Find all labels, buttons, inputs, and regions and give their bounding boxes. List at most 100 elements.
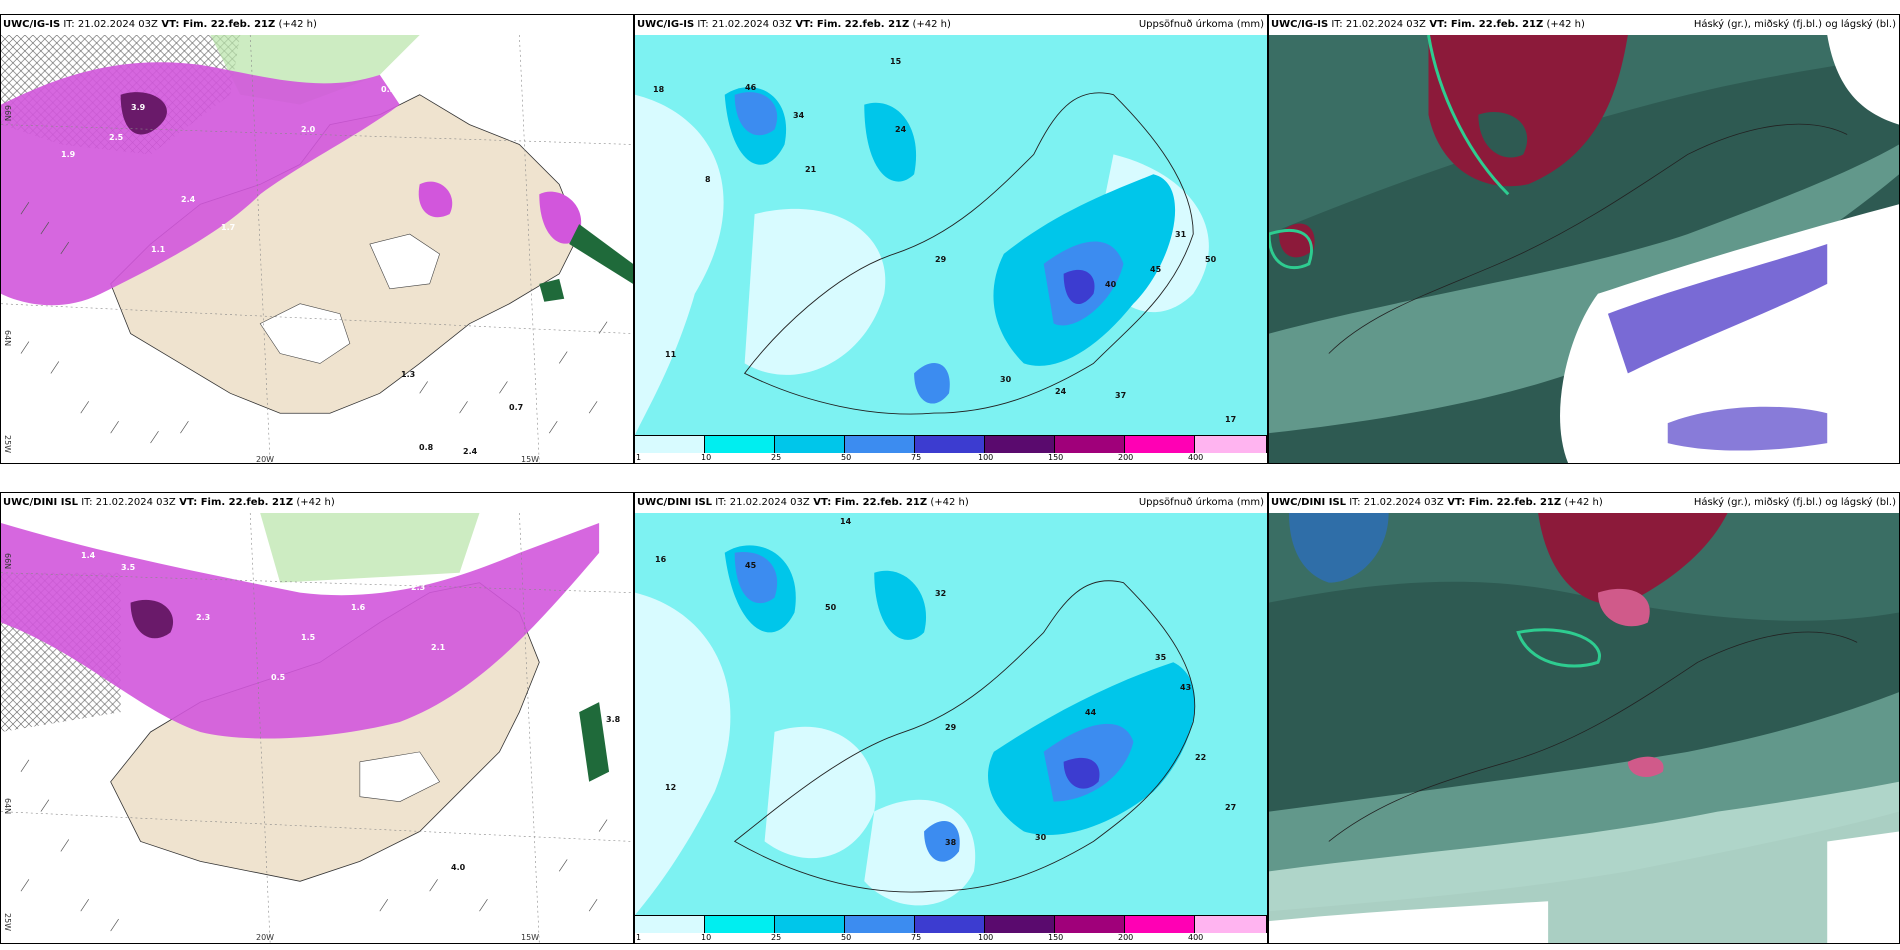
map-area xyxy=(1,513,633,943)
panel-header: UWC/IG-IS IT: 21.02.2024 03Z VT: Fim. 22… xyxy=(1,15,633,35)
colorbar-tick: 25 xyxy=(771,453,782,462)
snow-label: 2.0 xyxy=(301,125,316,134)
cloud-map xyxy=(1269,35,1899,463)
lat-label-25w: 25W xyxy=(3,435,12,454)
precip-label: 44 xyxy=(1085,708,1097,717)
map-panel-precip-igis: UWC/IG-IS IT: 21.02.2024 03Z VT: Fim. 22… xyxy=(634,14,1268,464)
precip-map xyxy=(635,513,1267,915)
lon-label-15w: 15W xyxy=(521,933,540,942)
lat-label-64n: 64N xyxy=(3,798,12,815)
colorbar-swatch xyxy=(775,435,845,453)
lat-label-64n: 64N xyxy=(3,330,12,347)
precip-label: 38 xyxy=(945,838,957,847)
snow-label: 1.4 xyxy=(81,551,96,560)
panel-header: UWC/DINI ISL IT: 21.02.2024 03Z VT: Fim.… xyxy=(635,493,1267,513)
colorbar-swatch xyxy=(705,435,775,453)
precip-label: 46 xyxy=(745,83,757,92)
panel-variable-title: Uppsöfnuð úrkoma (mm) xyxy=(1138,497,1264,508)
colorbar-tick: 150 xyxy=(1048,933,1064,942)
colorbar-swatch xyxy=(705,915,775,933)
precip-label: 24 xyxy=(895,125,907,134)
colorbar-tick: 75 xyxy=(911,453,922,462)
map-area xyxy=(1269,513,1899,943)
lat-label-25w: 25W xyxy=(3,913,12,932)
precip-label: 29 xyxy=(945,723,957,732)
snow-label: 0.8 xyxy=(419,443,434,452)
precip-label: 14 xyxy=(840,517,852,526)
colorbar-swatch xyxy=(1195,435,1267,453)
map-panel-clouds-dini: UWC/DINI ISL IT: 21.02.2024 03Z VT: Fim.… xyxy=(1268,492,1900,944)
map-area xyxy=(1269,35,1899,463)
precip-map xyxy=(635,35,1267,435)
snow-map xyxy=(1,513,633,943)
colorbar-swatch xyxy=(635,915,705,933)
map-area xyxy=(635,513,1267,915)
lon-label-15w: 15W xyxy=(521,455,540,464)
precip-label: 11 xyxy=(665,350,677,359)
colorbar-tick: 75 xyxy=(911,933,922,942)
precip-label: 16 xyxy=(655,555,667,564)
snow-label: 0.5 xyxy=(381,85,396,94)
snow-label: 0.5 xyxy=(271,673,286,682)
colorbar-swatch xyxy=(1195,915,1267,933)
colorbar-tick: 400 xyxy=(1188,453,1204,462)
colorbar-swatch xyxy=(775,915,845,933)
map-area xyxy=(1,35,633,463)
precip-label: 22 xyxy=(1195,753,1207,762)
map-panel-snow-dini: UWC/DINI ISL IT: 21.02.2024 03Z VT: Fim.… xyxy=(0,492,634,944)
precip-label: 30 xyxy=(1000,375,1012,384)
precip-label: 35 xyxy=(1155,653,1167,662)
snow-label: 4.0 xyxy=(451,863,466,872)
snow-label: 3.9 xyxy=(131,103,146,112)
colorbar-tick: 10 xyxy=(701,933,712,942)
lon-label-20w: 20W xyxy=(256,455,275,464)
precip-label: 31 xyxy=(1175,230,1187,239)
map-panel-clouds-igis: UWC/IG-IS IT: 21.02.2024 03Z VT: Fim. 22… xyxy=(1268,14,1900,464)
panel-header: UWC/DINI ISL IT: 21.02.2024 03Z VT: Fim.… xyxy=(1269,493,1899,513)
snow-label: 2.4 xyxy=(181,195,196,204)
colorbar-tick: 100 xyxy=(978,453,994,462)
lon-label-20w: 20W xyxy=(256,933,275,942)
snow-label: 1.6 xyxy=(351,603,366,612)
precip-label: 45 xyxy=(1150,265,1162,274)
snow-label: 2.3 xyxy=(411,583,426,592)
colorbar-swatch xyxy=(635,435,705,453)
map-panel-snow-igis: UWC/IG-IS IT: 21.02.2024 03Z VT: Fim. 22… xyxy=(0,14,634,464)
snow-label: 3.5 xyxy=(121,563,136,572)
colorbar-swatch xyxy=(845,435,915,453)
snow-label: 3.8 xyxy=(606,715,621,724)
map-panel-precip-dini: UWC/DINI ISL IT: 21.02.2024 03Z VT: Fim.… xyxy=(634,492,1268,944)
colorbar-swatch xyxy=(1125,915,1195,933)
colorbar-swatch xyxy=(915,915,985,933)
precip-label: 29 xyxy=(935,255,947,264)
precip-label: 45 xyxy=(745,561,757,570)
precip-label: 15 xyxy=(890,57,902,66)
colorbar-tick: 200 xyxy=(1118,453,1134,462)
precip-label: 17 xyxy=(1225,415,1237,424)
panel-variable-title: Háský (gr.), miðský (fj.bl.) og lágský (… xyxy=(1693,497,1896,508)
colorbar-tick: 1 xyxy=(636,933,642,942)
precip-label: 21 xyxy=(805,165,817,174)
snow-label: 2.3 xyxy=(196,613,211,622)
colorbar-swatch xyxy=(1125,435,1195,453)
panel-header: UWC/IG-IS IT: 21.02.2024 03Z VT: Fim. 22… xyxy=(1269,15,1899,35)
colorbar-swatch xyxy=(985,435,1055,453)
cloud-map xyxy=(1269,513,1899,943)
panel-header: UWC/DINI ISL IT: 21.02.2024 03Z VT: Fim.… xyxy=(1,493,633,513)
precip-label: 30 xyxy=(1035,833,1047,842)
lat-label-66n: 66N xyxy=(3,105,12,122)
snow-label: 2.1 xyxy=(431,643,446,652)
colorbar: 1 10 25 50 75 100 150 200 400 xyxy=(635,915,1267,943)
colorbar-tick: 25 xyxy=(771,933,782,942)
precip-label: 37 xyxy=(1115,391,1127,400)
panel-header: UWC/IG-IS IT: 21.02.2024 03Z VT: Fim. 22… xyxy=(635,15,1267,35)
precip-label: 18 xyxy=(653,85,665,94)
colorbar-tick: 150 xyxy=(1048,453,1064,462)
snow-label: 1.5 xyxy=(301,633,316,642)
precip-label: 50 xyxy=(1205,255,1217,264)
panel-variable-title: Uppsöfnuð úrkoma (mm) xyxy=(1138,19,1264,30)
precip-label: 32 xyxy=(935,589,947,598)
precip-label: 8 xyxy=(705,175,711,184)
precip-label: 50 xyxy=(825,603,837,612)
colorbar-tick: 10 xyxy=(701,453,712,462)
